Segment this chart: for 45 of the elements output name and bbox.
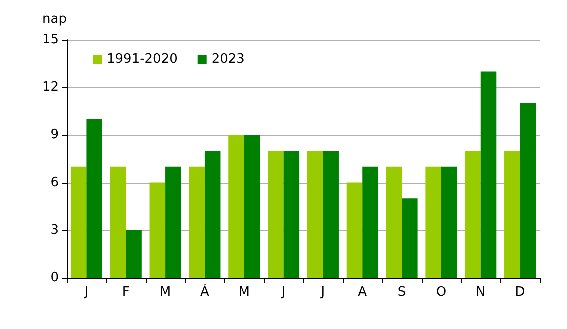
bar xyxy=(204,151,221,278)
bar xyxy=(126,230,142,278)
bar xyxy=(307,151,324,278)
bar xyxy=(426,166,442,278)
bar xyxy=(228,135,244,278)
bar xyxy=(166,166,182,278)
y-tick-label: 9 xyxy=(50,128,59,143)
bar xyxy=(346,182,363,278)
y-tick-label: 3 xyxy=(50,222,59,238)
bar xyxy=(189,166,205,278)
bar xyxy=(362,166,378,278)
bar xyxy=(323,151,339,278)
bar xyxy=(465,151,481,278)
legend-label: 1991-2020 xyxy=(107,52,178,67)
x-tick-label: S xyxy=(398,285,406,300)
bar xyxy=(284,151,300,278)
x-tick-label: M xyxy=(160,285,172,300)
bar xyxy=(504,151,520,278)
bar xyxy=(244,135,260,278)
x-tick-label: A xyxy=(358,285,368,300)
x-tick-label: J xyxy=(280,285,286,300)
x-tick-label: D xyxy=(515,285,526,300)
legend-label: 2023 xyxy=(212,52,245,67)
bar xyxy=(520,103,536,278)
bar xyxy=(402,198,418,278)
bar xyxy=(268,151,284,278)
bar xyxy=(86,119,102,278)
x-tick-label: M xyxy=(238,285,250,300)
x-tick-label: F xyxy=(122,285,130,300)
y-axis-title: nap xyxy=(42,12,67,27)
bar xyxy=(110,166,126,278)
x-tick-label: J xyxy=(320,285,326,300)
y-tick-label: 12 xyxy=(42,80,59,96)
bar xyxy=(386,166,402,278)
bar xyxy=(70,166,87,278)
y-tick-label: 15 xyxy=(42,32,59,48)
x-tick-label: Á xyxy=(200,283,210,300)
bar xyxy=(441,166,458,278)
bar xyxy=(480,72,497,278)
y-tick-label: 6 xyxy=(50,175,59,190)
x-tick-label: N xyxy=(476,285,486,300)
bar xyxy=(150,182,166,278)
x-tick-label: J xyxy=(84,285,89,300)
y-tick-label: 0 xyxy=(50,270,59,286)
x-tick-label: O xyxy=(436,285,447,300)
